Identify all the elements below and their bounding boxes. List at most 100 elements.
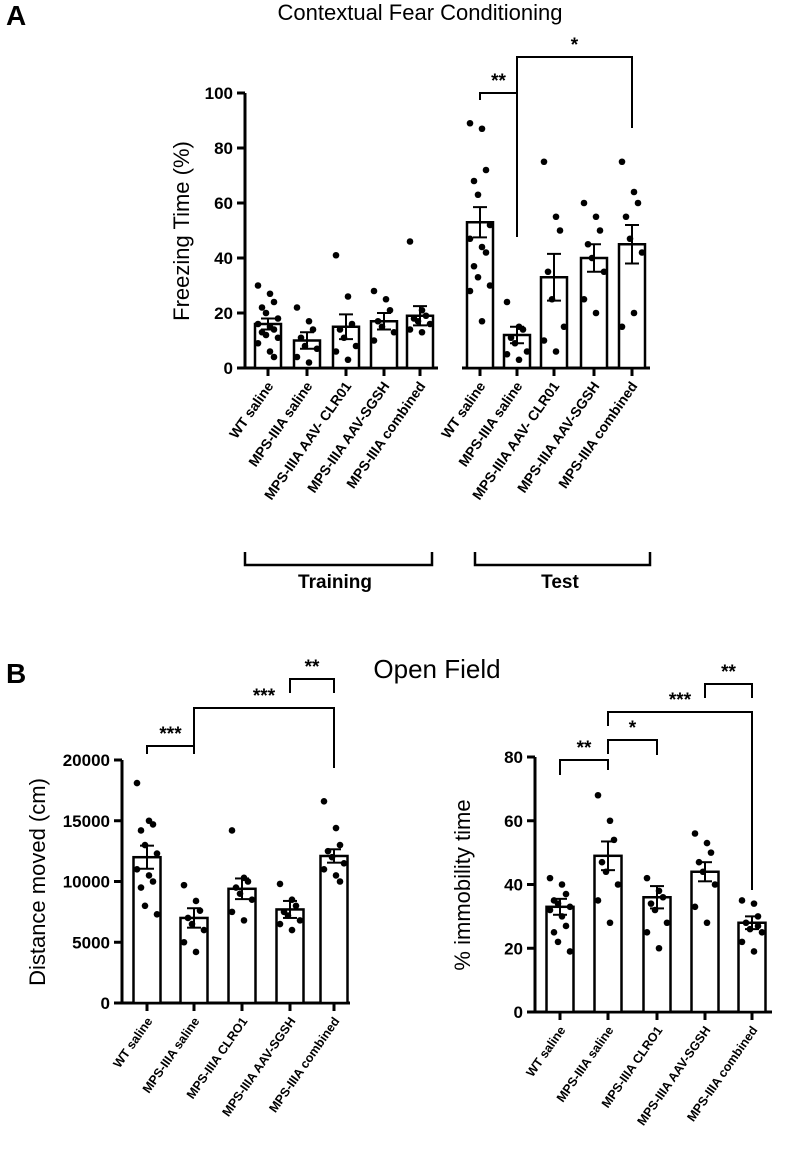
chart-b1-point [196,907,204,914]
chart-a-point [422,312,430,320]
chart-b2-point [738,938,746,946]
chart-a-point [482,249,490,256]
chart-a-point [390,328,398,336]
chart-b1-bar [132,855,162,1005]
chart-a-point [386,306,394,314]
chart-a-y-tick-label: 20 [214,304,233,323]
chart-a-y-tick-label: 0 [224,359,233,378]
chart-a-point [378,323,386,331]
chart-b1-bar [227,887,257,1005]
chart-b2-point [742,919,750,927]
chart-b1-point [320,866,328,873]
chart-b1-y-tick-label: 15000 [63,812,110,831]
chart-a-point [305,359,313,366]
chart-b2-bar [690,870,720,1014]
chart-b2-significance-bracket [607,739,658,755]
chart-b1-point [137,827,145,834]
chart-a-point [297,334,305,342]
chart-b1-significance-bracket [146,745,195,754]
chart-b1-point [288,926,296,934]
chart-a-point [293,304,301,311]
chart-b1-point [248,896,256,904]
chart-b1-point [340,859,348,867]
chart-a-point [270,353,278,361]
chart-b1-point [240,917,248,924]
chart-b2-point [546,874,554,882]
chart-a-point [511,339,519,347]
chart-b2-point [614,881,622,888]
chart-a-y-tick-label: 100 [205,84,233,103]
panel-b-letter: B [6,658,26,689]
chart-b2-point [606,817,614,825]
chart-a-point [503,350,511,358]
chart-b2-significance-bracket [559,759,609,775]
chart-a-significance-label: * [571,35,579,56]
chart-a-point [418,306,426,314]
chart-a-point [600,268,608,276]
chart-b2-point [651,906,659,914]
chart-a-point [340,334,348,342]
chart-b1-point [244,878,252,885]
chart-b1-point [284,912,292,919]
chart-a-point [466,235,474,243]
chart-a-point [406,326,414,333]
chart-b2-point [546,906,554,914]
chart-b1-point [296,917,304,924]
chart-a-point [478,317,486,325]
chart-b1-point [153,911,161,918]
chart-a-group-label: Test [541,572,579,593]
chart-b2-point [703,919,711,927]
chart-a-point [552,213,560,221]
chart-b2-y-tick-label: 60 [504,812,523,831]
chart-a-point [474,273,482,281]
chart-b2-point [695,858,703,866]
chart-b2-point [558,881,566,888]
chart-b1-point [336,841,344,849]
chart-b2-significance-label: *** [669,690,692,711]
chart-a-point [478,243,486,251]
chart-a-point [270,298,278,306]
chart-b1-point [192,948,200,956]
chart-b1-point [141,902,149,910]
chart-a-point [515,356,523,364]
chart-a-point [544,268,552,276]
chart-a-y-tick-label: 60 [214,194,233,213]
chart-a-significance-label: ** [491,71,506,92]
chart-b1-point [180,938,188,946]
chart-b1-point [184,914,192,922]
chart-a-point [634,199,642,207]
chart-b2-point [750,948,758,955]
chart-b2-point [655,944,663,952]
chart-b2-y-tick-label: 20 [504,939,523,958]
chart-b1-point [276,920,284,928]
chart-b2-significance-label: ** [577,738,592,759]
chart-b2-point [606,919,614,927]
panel-b-title: Open Field [373,654,500,684]
chart-b1-point [133,779,141,787]
chart-b2-significance-bracket [704,683,753,698]
chart-b2-point [746,925,754,933]
chart-b1-significance-bracket [289,678,335,693]
chart-b2-x-tick-label: WT saline [524,1024,569,1080]
chart-a-point [638,249,646,256]
chart-b2-y-tick-label: 40 [504,876,523,895]
chart-b2-point [754,913,762,920]
chart-b1-point [276,880,284,888]
chart-a-point [266,290,274,298]
chart-a-point [274,315,282,322]
chart-a-point [540,337,548,344]
chart-b1-point [137,884,145,891]
chart-a-y-tick-label: 40 [214,249,233,268]
chart-b2-ylabel: % immobility time [450,799,475,970]
chart-b2-bar [737,921,767,1014]
chart-a-point [580,295,588,303]
chart-b2-point [711,881,719,888]
chart-b1-point [324,847,332,855]
chart-a-title: Contextual Fear Conditioning [278,0,563,25]
chart-b1-point [149,878,157,885]
chart-a-point [414,317,422,325]
chart-a-point [618,323,626,331]
chart-b2-point [703,839,711,847]
